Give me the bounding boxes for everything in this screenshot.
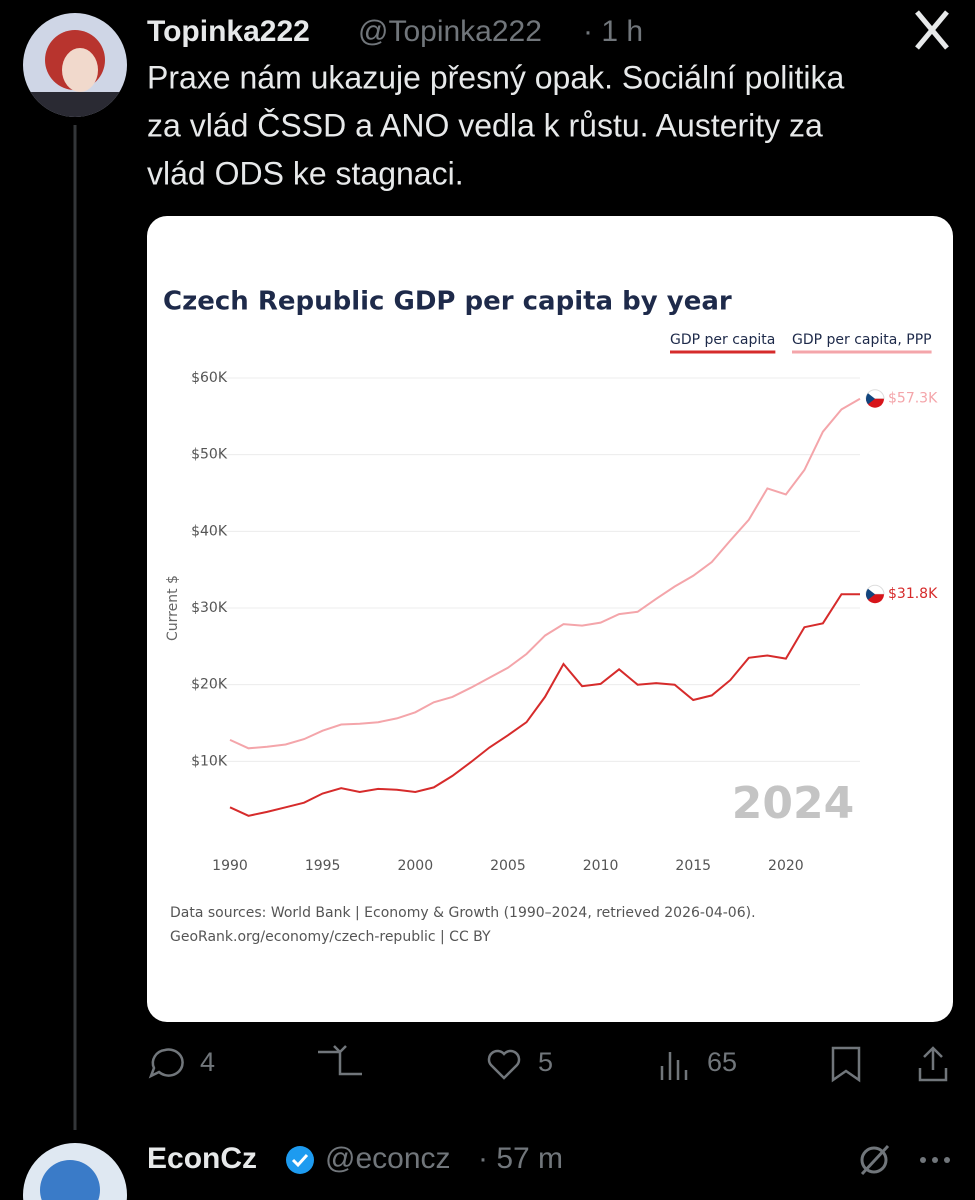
value-label: $31.8K [888, 586, 938, 602]
tweet-time[interactable]: · 57 m [478, 1142, 563, 1175]
x-tick-label: 2010 [583, 858, 619, 874]
y-tick-label: $60K [191, 370, 228, 386]
year-watermark: 2024 [732, 778, 854, 829]
x-tick-label: 2015 [675, 858, 711, 874]
tweet-text: vlád ODS ke stagnaci. [147, 155, 464, 191]
x-tick-label: 1995 [305, 858, 341, 874]
y-axis-label: Current $ [165, 575, 181, 641]
legend-label[interactable]: GDP per capita [670, 332, 775, 348]
avatar[interactable] [23, 1143, 127, 1200]
reply-icon[interactable] [148, 1048, 184, 1079]
view-count[interactable]: 65 [707, 1047, 737, 1077]
chart: Czech Republic GDP per capita by year Cu… [163, 287, 938, 946]
flag-marker [865, 584, 885, 604]
author-name[interactable]: Topinka222 [147, 15, 310, 48]
retweet-icon[interactable] [318, 1045, 362, 1076]
legend-label[interactable]: GDP per capita, PPP [792, 332, 932, 348]
bookmark-icon[interactable] [831, 1046, 861, 1083]
y-tick-label: $20K [191, 677, 228, 693]
tweet-time[interactable]: · 1 h [583, 15, 643, 48]
data-line [229, 593, 860, 817]
author-handle[interactable]: @Topinka222 [358, 15, 542, 48]
source-note: GeoRank.org/economy/czech-republic | CC … [170, 929, 491, 945]
chart-card[interactable] [147, 216, 953, 1022]
author-name[interactable]: EconCz [147, 1142, 257, 1175]
chart-title: Czech Republic GDP per capita by year [163, 287, 732, 317]
avatar[interactable] [23, 13, 127, 122]
action-icons [148, 1045, 948, 1083]
x-tick-label: 2020 [768, 858, 804, 874]
like-count[interactable]: 5 [538, 1047, 553, 1077]
source-note: Data sources: World Bank | Economy & Gro… [170, 905, 756, 921]
y-tick-label: $30K [191, 600, 228, 616]
flag-blue [866, 393, 875, 405]
tweet-text: Praxe nám ukazuje přesný opak. Sociální … [147, 59, 844, 95]
author-handle[interactable]: @econcz [325, 1142, 451, 1175]
flag-marker [865, 389, 885, 408]
value-label: $57.3K [888, 391, 938, 407]
x-tick-label: 2005 [490, 858, 526, 874]
verified-badge [286, 1146, 314, 1174]
y-tick-label: $10K [191, 753, 228, 769]
y-tick-label: $50K [191, 447, 228, 463]
like-icon[interactable] [487, 1049, 521, 1080]
grok-icon[interactable] [860, 1144, 890, 1176]
x-tick-label: 2000 [397, 858, 433, 874]
share-icon[interactable] [918, 1046, 948, 1082]
tweet-text: za vlád ČSSD a ANO vedla k růstu. Auster… [147, 107, 823, 143]
data-line [229, 397, 861, 750]
reply-count[interactable]: 4 [200, 1047, 215, 1077]
flag-blue [866, 588, 875, 600]
more-icon[interactable] [920, 1157, 950, 1163]
views-icon[interactable] [660, 1052, 688, 1080]
x-logo[interactable] [915, 10, 949, 50]
x-tick-label: 1990 [212, 858, 248, 874]
y-tick-label: $40K [191, 523, 228, 539]
